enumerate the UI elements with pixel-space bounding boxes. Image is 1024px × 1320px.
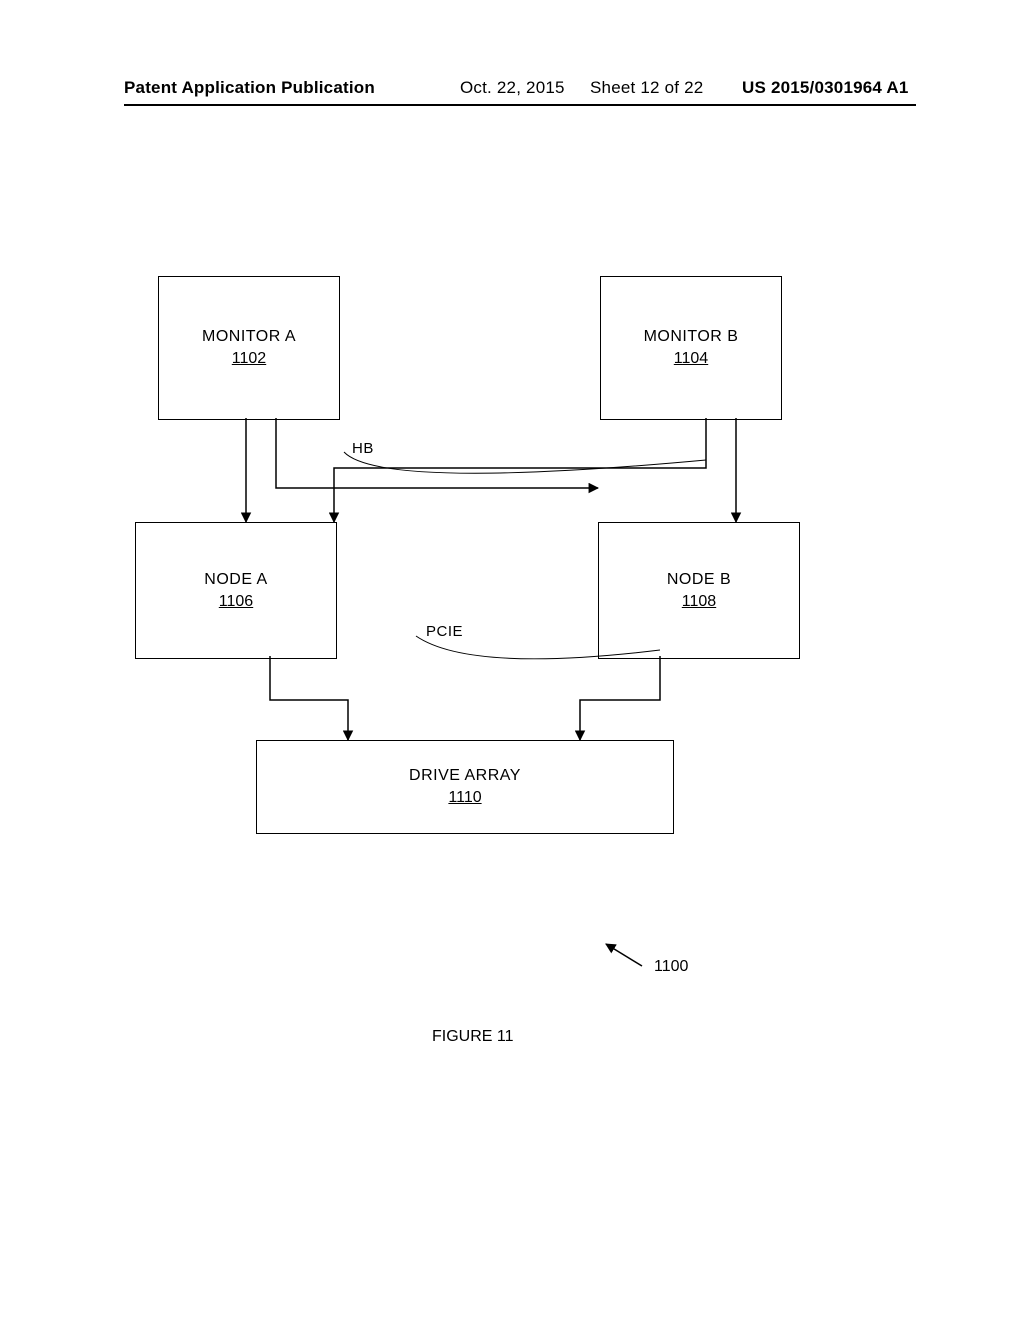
node-ref: 1110 bbox=[448, 789, 481, 807]
node-title: MONITOR B bbox=[644, 328, 739, 346]
node-ref: 1102 bbox=[232, 350, 266, 368]
figure-caption: FIGURE 11 bbox=[432, 1028, 514, 1046]
node-monitor-b: MONITOR B 1104 bbox=[600, 276, 782, 420]
edge-label-hb: HB bbox=[352, 440, 374, 457]
edge-label-pcie: PCIE bbox=[426, 623, 463, 640]
node-node-a: NODE A 1106 bbox=[135, 522, 337, 659]
node-monitor-a: MONITOR A 1102 bbox=[158, 276, 340, 420]
node-ref: 1106 bbox=[219, 593, 253, 611]
node-ref: 1104 bbox=[674, 350, 708, 368]
node-node-b: NODE B 1108 bbox=[598, 522, 800, 659]
node-title: NODE A bbox=[204, 571, 267, 589]
figure-diagram: MONITOR A 1102 MONITOR B 1104 NODE A 110… bbox=[0, 0, 1024, 1320]
node-drive-array: DRIVE ARRAY 1110 bbox=[256, 740, 674, 834]
node-title: NODE B bbox=[667, 571, 731, 589]
node-ref: 1108 bbox=[682, 593, 716, 611]
node-title: DRIVE ARRAY bbox=[409, 767, 521, 785]
node-title: MONITOR A bbox=[202, 328, 296, 346]
figure-ref-number: 1100 bbox=[654, 958, 688, 976]
